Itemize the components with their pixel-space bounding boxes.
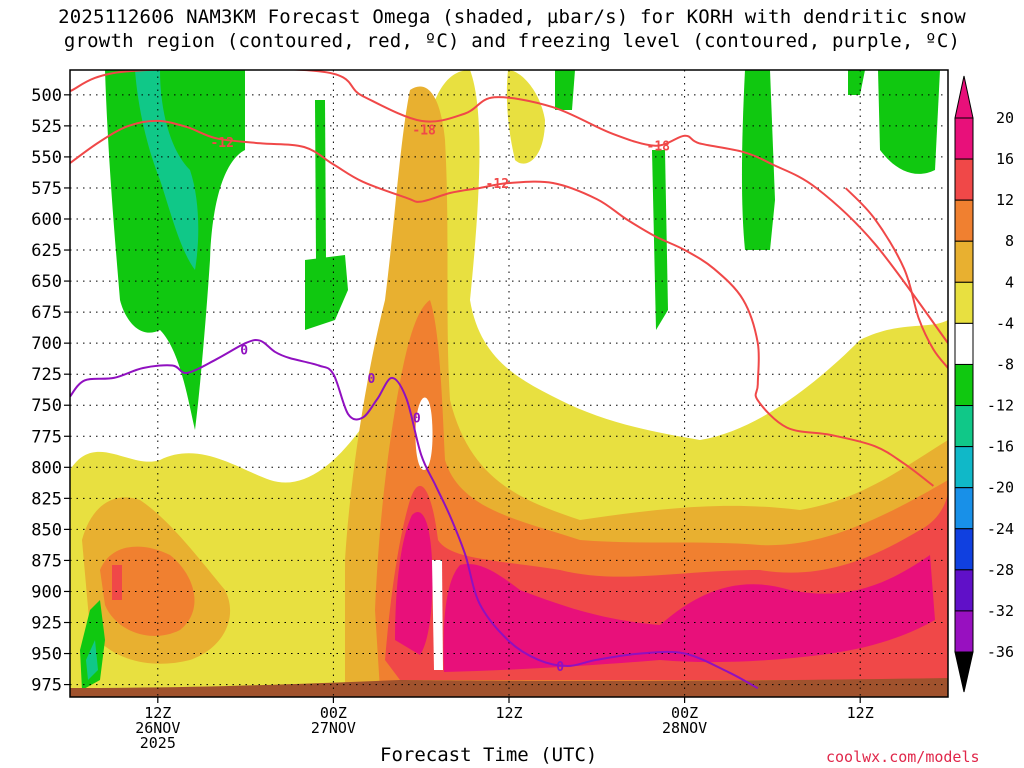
colorbar-swatch-4 [954,281,974,324]
colorbar-label-13: -36 [987,643,1014,661]
omega-region-teal-lower-left [86,640,98,680]
colorbar-label-6: -8 [996,355,1014,373]
contour-label-0: -18 [412,124,436,139]
y-tick-label-500: 500 [31,86,62,106]
x-tick-label-1-1: 27NOV [311,719,356,737]
x-tick-label-0-0: 12Z [144,704,171,722]
colorbar-swatch-9 [954,487,974,530]
colorbar-swatch-8 [954,446,974,489]
y-tick-label-725: 725 [31,365,62,385]
contour-label-2: -12 [210,136,233,151]
colorbar-label-4: 4 [1005,273,1014,291]
contour-label-4: 0 [240,343,248,358]
omega-region-green-mid-thin [315,100,326,260]
omega-region-green-center-right [555,70,575,110]
y-tick-label-775: 775 [31,427,62,447]
omega-region-magenta-center [443,555,935,672]
freezing-level-0c [70,338,759,690]
colorbar-label-7: -12 [987,397,1014,415]
colorbar-label-3: 8 [1005,232,1014,250]
colorbar-swatch-1 [954,158,974,201]
colorbar-swatch-3 [954,240,974,283]
omega-region-column-yellow [506,70,545,164]
y-tick-label-575: 575 [31,179,62,199]
chart-title-line-1: 2025112606 NAM3KM Forecast Omega (shaded… [58,6,966,28]
y-tick-label-975: 975 [31,676,62,696]
contour-label-3: -12 [486,177,509,192]
omega-region-small-red-left [112,565,122,600]
y-tick-label-650: 650 [31,272,62,292]
y-tick-label-950: 950 [31,645,62,665]
site-credit: coolwx.com/models [826,748,980,766]
y-tick-label-925: 925 [31,614,62,634]
x-tick-label-2-0: 12Z [495,704,522,722]
colorbar-swatch-5 [954,322,974,365]
contour-label-1: -18 [647,140,671,155]
contour-label-6: 0 [413,412,421,427]
y-tick-label-600: 600 [31,210,62,230]
x-tick-label-3-1: 28NOV [662,719,707,737]
colorbar-swatch-12 [954,610,974,653]
y-tick-label-750: 750 [31,396,62,416]
y-tick-label-675: 675 [31,303,62,323]
y-tick-label-850: 850 [31,520,62,540]
omega-region-green-right-small [848,70,865,95]
contour-label-7: 0 [556,660,564,675]
chart-title: 2025112606 NAM3KM Forecast Omega (shaded… [0,5,1024,53]
omega-region-green-right-top [741,70,775,250]
colorbar-label-1: 16 [996,150,1014,168]
colorbar-label-2: 12 [996,191,1014,209]
colorbar-swatch-0 [954,117,974,160]
colorbar-swatch-6 [954,363,974,407]
x-tick-label-0-2: 2025 [140,734,176,752]
contour-labels: -18 -18 -12 -12 0 0 0 0 [210,124,671,675]
omega-region-magenta-left [395,512,433,655]
colorbar-label-9: -20 [987,479,1014,497]
y-tick-label-700: 700 [31,334,62,354]
dgz-upper-minus-18 [70,70,948,344]
colorbar-swatch-7 [954,405,974,448]
y-tick-label-875: 875 [31,551,62,571]
x-tick-label-4-0: 12Z [847,704,874,722]
colorbar-label-10: -24 [987,520,1014,538]
contour-label-5: 0 [368,372,376,387]
dgz-right-minus-12 [844,187,948,369]
omega-region-green-center-thin [652,150,668,330]
colorbar-label-11: -28 [987,561,1014,579]
y-tick-label-900: 900 [31,582,62,602]
omega-region-left-darkorange [100,546,195,636]
x-tick-label-1-0: 00Z [320,704,347,722]
omega-region-gap [432,560,443,670]
chart-title-line-2: growth region (contoured, red, ºC) and f… [63,30,961,52]
x-tick-label-0-1: 26NOV [135,719,180,737]
dgz-lower-minus-12 [70,119,935,487]
omega-region-teal-left [135,70,199,270]
x-axis-title: Forecast Time (UTC) [380,744,598,766]
colorbar-top-arrow [954,75,974,119]
colorbar-label-5: -4 [996,314,1014,332]
x-tick-label-3-0: 00Z [671,704,698,722]
y-tick-label-525: 525 [31,117,62,137]
colorbar-swatch-2 [954,199,974,242]
y-tick-label-625: 625 [31,241,62,261]
y-tick-label-825: 825 [31,489,62,509]
grid-lines [70,70,948,697]
y-axis: 500 525 550 575 600 625 650 675 700 725 750 775 800 8… [31,86,70,696]
omega-region-green-lower-left [80,600,105,690]
colorbar-bottom-arrow [954,651,974,693]
colorbar-swatch-10 [954,528,974,571]
y-tick-label-800: 800 [31,458,62,478]
colorbar: 20 16 12 8 4 -4 -8 -12 -16 -20 -24 -28 -32 -36 [954,75,1014,693]
colorbar-label-12: -32 [987,602,1014,620]
omega-region-green-mid [305,255,348,330]
contour-lines [70,70,948,690]
y-tick-label-550: 550 [31,148,62,168]
colorbar-label-0: 20 [996,109,1014,127]
colorbar-swatch-11 [954,569,974,612]
colorbar-label-8: -16 [987,438,1014,456]
omega-region-green-right [878,70,940,174]
